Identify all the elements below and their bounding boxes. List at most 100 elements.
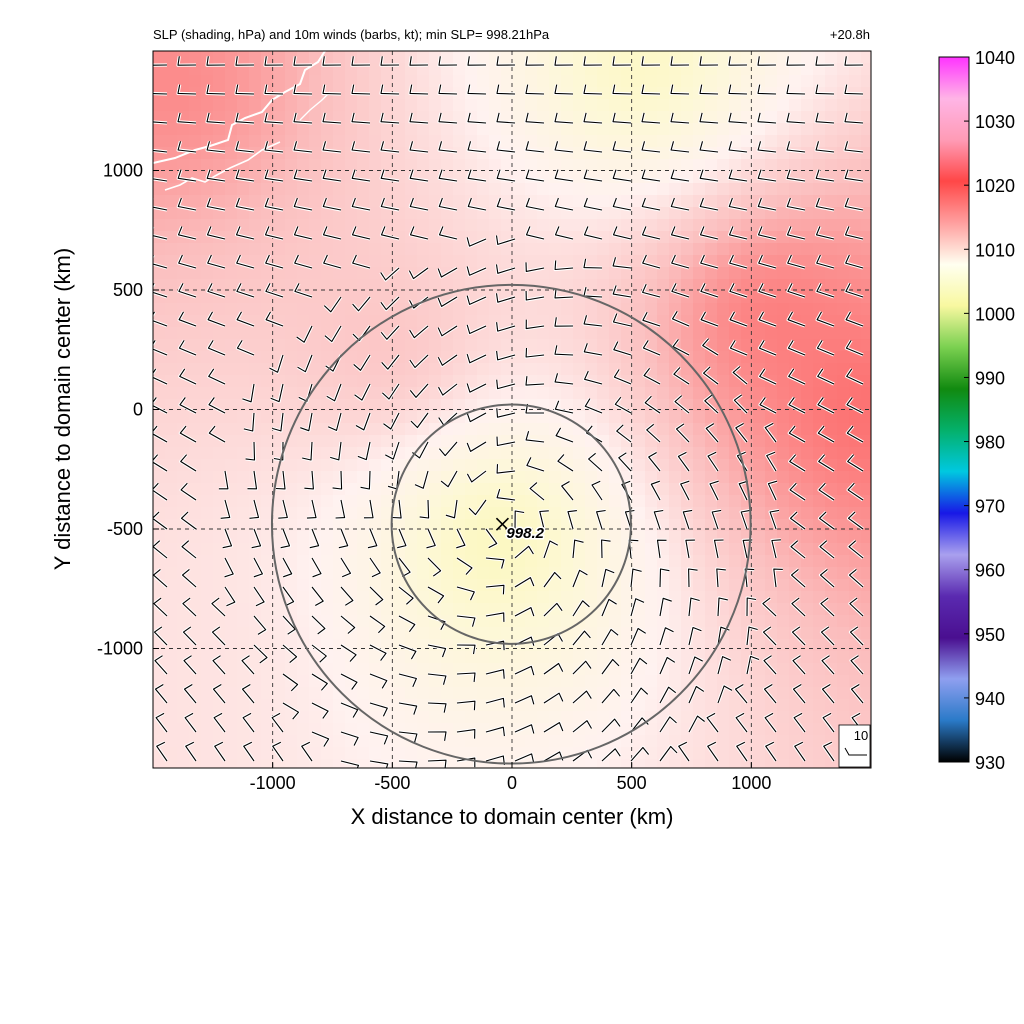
- wind-barb: [764, 740, 778, 762]
- wind-barb: [590, 479, 604, 501]
- wind-barb: [785, 169, 806, 183]
- wind-barb: [369, 614, 387, 634]
- wind-barb: [816, 368, 835, 386]
- wind-barb: [408, 225, 429, 241]
- wind-barb: [456, 556, 474, 576]
- wind-barb: [611, 225, 632, 241]
- wind-barb: [600, 627, 620, 646]
- wind-barb: [786, 339, 806, 357]
- wind-barb: [669, 84, 690, 96]
- wind-barb: [380, 354, 401, 371]
- wind-barb: [735, 740, 749, 762]
- wind-barb: [524, 347, 545, 359]
- wind-barb: [153, 226, 168, 241]
- wind-barb: [785, 56, 806, 67]
- wind-barb: [153, 654, 169, 676]
- wind-barb: [772, 567, 783, 588]
- colorbar-tick-label: 1020: [975, 176, 1015, 196]
- wind-barb: [350, 112, 371, 125]
- wind-barb: [553, 169, 574, 183]
- wind-barb: [153, 120, 168, 125]
- x-tick-label: -500: [374, 773, 410, 793]
- wind-barb: [153, 683, 169, 705]
- wind-barb: [658, 626, 675, 646]
- wind-barb: [176, 112, 197, 125]
- wind-barb: [611, 56, 632, 67]
- wind-barb: [571, 568, 589, 588]
- wind-barb: [553, 140, 574, 154]
- wind-barb: [848, 625, 865, 647]
- wind-barb: [176, 84, 197, 96]
- wind-barb: [629, 656, 648, 675]
- wind-barb: [820, 683, 836, 705]
- wind-barb: [727, 112, 748, 125]
- wind-barb: [814, 225, 835, 241]
- wind-barb: [350, 197, 371, 212]
- wind-barb: [701, 337, 719, 357]
- wind-barb: [669, 225, 690, 241]
- wind-barb: [553, 56, 574, 67]
- wind-barb: [437, 84, 458, 96]
- wind-barb: [556, 453, 574, 473]
- wind-barb: [183, 711, 198, 733]
- colorbar-tick-label: 950: [975, 625, 1005, 645]
- wind-barb: [281, 557, 294, 579]
- wind-barb: [264, 254, 284, 270]
- wind-barb: [785, 225, 806, 241]
- wind-barb: [785, 84, 806, 96]
- wind-barb: [582, 258, 603, 270]
- wind-barb: [553, 345, 574, 357]
- wind-barb: [702, 365, 719, 386]
- wind-barb: [706, 450, 720, 472]
- wind-barb: [206, 339, 226, 357]
- wind-barb: [583, 397, 603, 415]
- wind-barb: [369, 759, 390, 768]
- wind-barb: [223, 586, 237, 608]
- wind-barb: [379, 169, 400, 183]
- wind-barb: [640, 84, 661, 96]
- wind-barb: [495, 488, 516, 502]
- wind-barb: [270, 711, 285, 733]
- wind-barb: [687, 596, 701, 617]
- wind-barb: [761, 625, 778, 647]
- wind-barb: [843, 84, 864, 96]
- chart-title: SLP (shading, hPa) and 10m winds (barbs,…: [153, 27, 550, 42]
- wind-barb: [658, 744, 679, 762]
- wind-barb: [306, 499, 318, 520]
- wind-barb: [790, 625, 807, 647]
- wind-barb: [524, 56, 545, 67]
- wind-barb: [335, 499, 347, 520]
- wind-barb: [456, 728, 477, 739]
- wind-barb: [847, 568, 865, 589]
- wind-barb: [647, 451, 662, 473]
- wind-barb: [716, 684, 733, 704]
- coastline-island: [299, 91, 331, 121]
- wind-barb: [210, 596, 227, 618]
- wind-barb: [206, 311, 226, 328]
- wind-barb: [514, 606, 536, 618]
- wind-barb: [408, 140, 429, 154]
- wind-barb: [641, 254, 661, 270]
- wind-barb: [641, 339, 661, 357]
- wind-barb: [495, 322, 516, 333]
- wind-barb: [513, 544, 535, 560]
- wind-barb: [369, 701, 389, 717]
- wind-barb: [382, 412, 401, 431]
- wind-barb: [485, 583, 506, 595]
- wind-barb: [369, 672, 389, 690]
- wind-barb: [177, 311, 197, 328]
- wind-barb: [350, 84, 371, 96]
- wind-barb: [299, 412, 314, 433]
- wind-barb: [153, 625, 169, 647]
- colorbar-tick-label: 940: [975, 689, 1005, 709]
- wind-barb: [456, 585, 476, 601]
- wind-barb: [814, 84, 835, 96]
- wind-barb: [495, 169, 516, 183]
- wind-barb: [844, 311, 864, 328]
- x-tick-label: 0: [507, 773, 517, 793]
- wind-barb: [494, 293, 516, 304]
- wind-barb: [582, 140, 603, 154]
- wind-barb: [756, 84, 777, 96]
- wind-barb: [611, 313, 632, 328]
- wind-barb: [733, 683, 749, 705]
